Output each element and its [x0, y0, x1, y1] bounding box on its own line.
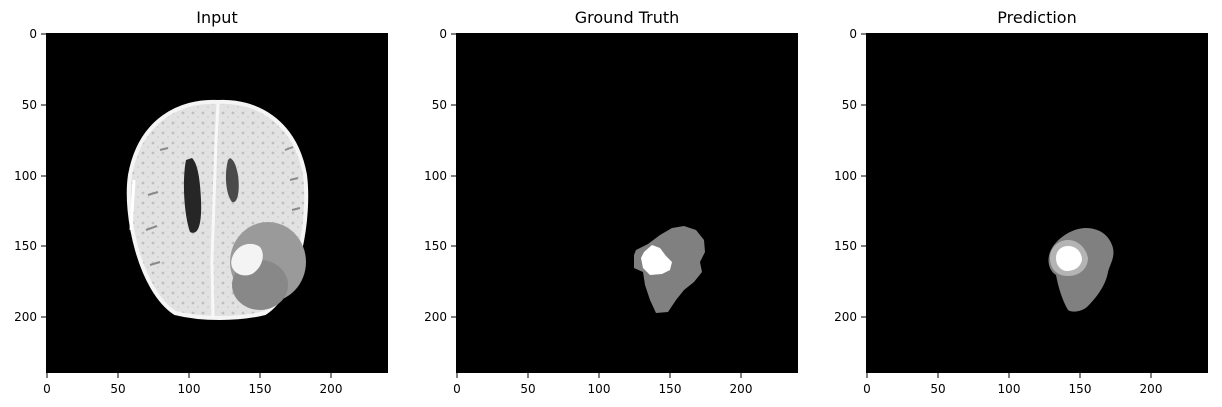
y-tick-label: 50: [22, 98, 37, 112]
y-axis: 0 50 100 150 200: [834, 27, 866, 324]
x-tick-label: 200: [320, 382, 343, 396]
panel-title: Ground Truth: [575, 8, 680, 27]
panel-ground-truth: Ground Truth 0 50 100 150 200 0 50 100: [424, 8, 798, 396]
x-tick-label: 0: [43, 382, 51, 396]
y-tick-label: 100: [834, 169, 857, 183]
image-area: [456, 33, 798, 373]
y-tick-label: 200: [834, 310, 857, 324]
x-tick-label: 150: [659, 382, 682, 396]
y-tick-label: 0: [849, 27, 857, 41]
x-tick-label: 200: [1140, 382, 1163, 396]
x-tick-label: 50: [520, 382, 535, 396]
y-tick-label: 100: [424, 169, 447, 183]
panel-input: Input 0 50 100 1: [14, 8, 388, 396]
brain-mri-image: [126, 99, 309, 321]
y-tick-label: 150: [424, 239, 447, 253]
y-tick-label: 150: [14, 239, 37, 253]
x-tick-label: 100: [178, 382, 201, 396]
x-tick-label: 200: [730, 382, 753, 396]
x-tick-label: 50: [110, 382, 125, 396]
x-tick-label: 50: [930, 382, 945, 396]
x-tick-label: 150: [249, 382, 272, 396]
y-tick-label: 200: [424, 310, 447, 324]
panel-title: Prediction: [997, 8, 1076, 27]
y-axis: 0 50 100 150 200: [14, 27, 46, 324]
tumor-core: [641, 245, 672, 275]
x-tick-label: 150: [1069, 382, 1092, 396]
image-area: [866, 33, 1208, 373]
segmentation-mask: [634, 226, 705, 313]
x-axis: 0 50 100 150 200: [43, 373, 342, 396]
y-axis: 0 50 100 150 200: [424, 27, 456, 324]
x-tick-label: 0: [863, 382, 871, 396]
y-tick-label: 50: [432, 98, 447, 112]
panel-title: Input: [196, 8, 237, 27]
x-axis: 0 50 100 150 200: [453, 373, 752, 396]
panel-prediction: Prediction 0 50 100 150 200 0 50: [834, 8, 1208, 396]
y-tick-label: 0: [439, 27, 447, 41]
tumor-core: [1056, 246, 1082, 271]
y-tick-label: 0: [29, 27, 37, 41]
x-tick-label: 100: [998, 382, 1021, 396]
x-tick-label: 100: [588, 382, 611, 396]
y-tick-label: 100: [14, 169, 37, 183]
y-tick-label: 200: [14, 310, 37, 324]
x-tick-label: 0: [453, 382, 461, 396]
x-axis: 0 50 100 150 200: [863, 373, 1162, 396]
y-tick-label: 50: [842, 98, 857, 112]
y-tick-label: 150: [834, 239, 857, 253]
segmentation-mask: [1048, 228, 1114, 312]
